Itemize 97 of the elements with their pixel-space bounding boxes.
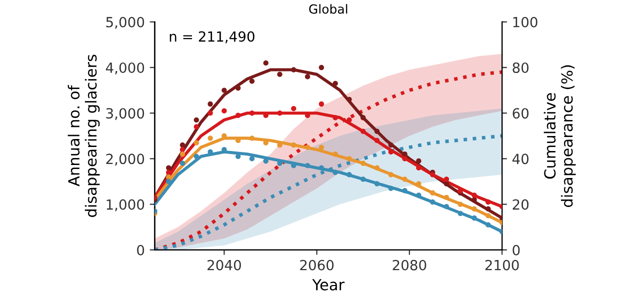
point	[332, 152, 338, 157]
point	[208, 110, 213, 116]
point	[318, 165, 324, 170]
point	[374, 138, 380, 144]
point	[222, 88, 227, 93]
point	[346, 172, 352, 178]
x-tick-label: 2100	[485, 260, 519, 270]
point	[402, 152, 408, 157]
point	[360, 115, 366, 120]
point	[374, 165, 380, 170]
y2-tick-label: 0	[512, 244, 520, 256]
point	[430, 199, 436, 205]
point	[304, 144, 310, 150]
y-axis-title: Annual no. of disappearing glaciers	[68, 54, 100, 217]
point	[472, 215, 477, 221]
point	[277, 72, 282, 77]
y-tick-label: 5,000	[106, 16, 144, 29]
point	[291, 67, 296, 72]
point	[249, 78, 255, 84]
point	[180, 160, 186, 166]
point	[291, 106, 296, 112]
point	[166, 170, 172, 175]
point	[346, 117, 352, 123]
point	[472, 192, 477, 198]
point	[416, 158, 422, 164]
line-series	[154, 68, 502, 220]
y-tick-label: 0	[137, 244, 144, 256]
y-tick-label: 2,000	[106, 154, 144, 166]
point	[332, 80, 338, 86]
point	[486, 206, 491, 212]
point	[388, 142, 394, 148]
point	[346, 96, 352, 102]
point	[194, 117, 199, 123]
point	[374, 128, 380, 134]
point	[458, 202, 463, 207]
x-tick-label: 2080	[392, 260, 426, 270]
point	[180, 152, 186, 157]
y2-tick-label: 80	[512, 62, 529, 73]
point	[277, 110, 282, 116]
point	[472, 206, 477, 212]
point	[180, 146, 186, 152]
y2-axis-title: Cumulative disappearance (%)	[544, 65, 576, 207]
point	[249, 110, 255, 116]
y2-tick-label: 20	[512, 199, 529, 210]
point	[249, 136, 255, 141]
point	[291, 142, 296, 148]
point	[360, 128, 366, 134]
point	[194, 124, 199, 130]
point	[444, 204, 450, 210]
point	[360, 160, 366, 166]
x-axis-title: Year	[312, 279, 345, 290]
point	[444, 176, 450, 182]
point	[194, 140, 199, 146]
y-tick-label: 3,000	[106, 108, 144, 120]
point	[208, 136, 213, 141]
point	[388, 172, 394, 178]
point	[430, 190, 436, 196]
point	[318, 101, 324, 107]
y2-tick-label: 100	[513, 16, 538, 28]
point	[332, 170, 338, 175]
point	[194, 154, 199, 160]
point	[388, 186, 394, 191]
point	[402, 156, 408, 162]
point	[166, 165, 172, 170]
point	[332, 115, 338, 120]
point	[235, 112, 241, 118]
y-tick-label: 1,000	[106, 199, 144, 212]
point	[208, 101, 213, 107]
chart-title: Global	[309, 4, 348, 14]
point	[416, 165, 422, 170]
point	[263, 60, 268, 66]
annotation: n = 211,490	[170, 31, 254, 44]
point	[249, 156, 255, 162]
point	[222, 108, 227, 114]
point	[402, 176, 408, 182]
point	[374, 181, 380, 186]
y2-tick-label: 40	[512, 154, 529, 164]
point	[360, 176, 366, 182]
point	[318, 144, 324, 150]
point	[430, 172, 436, 178]
point	[346, 156, 352, 162]
point	[486, 222, 491, 228]
point	[416, 192, 422, 198]
point	[486, 213, 491, 218]
point	[166, 174, 172, 180]
point	[486, 199, 491, 205]
y-tick-label: 4,000	[106, 62, 144, 74]
point	[444, 181, 450, 186]
x-tick-label: 2040	[208, 260, 241, 270]
y2-tick-label: 60	[512, 108, 529, 119]
point	[402, 188, 408, 194]
x-tick-label: 2060	[300, 260, 334, 270]
point	[304, 74, 310, 80]
point	[166, 178, 172, 184]
point	[318, 64, 324, 70]
point	[458, 210, 463, 216]
point	[444, 194, 450, 200]
